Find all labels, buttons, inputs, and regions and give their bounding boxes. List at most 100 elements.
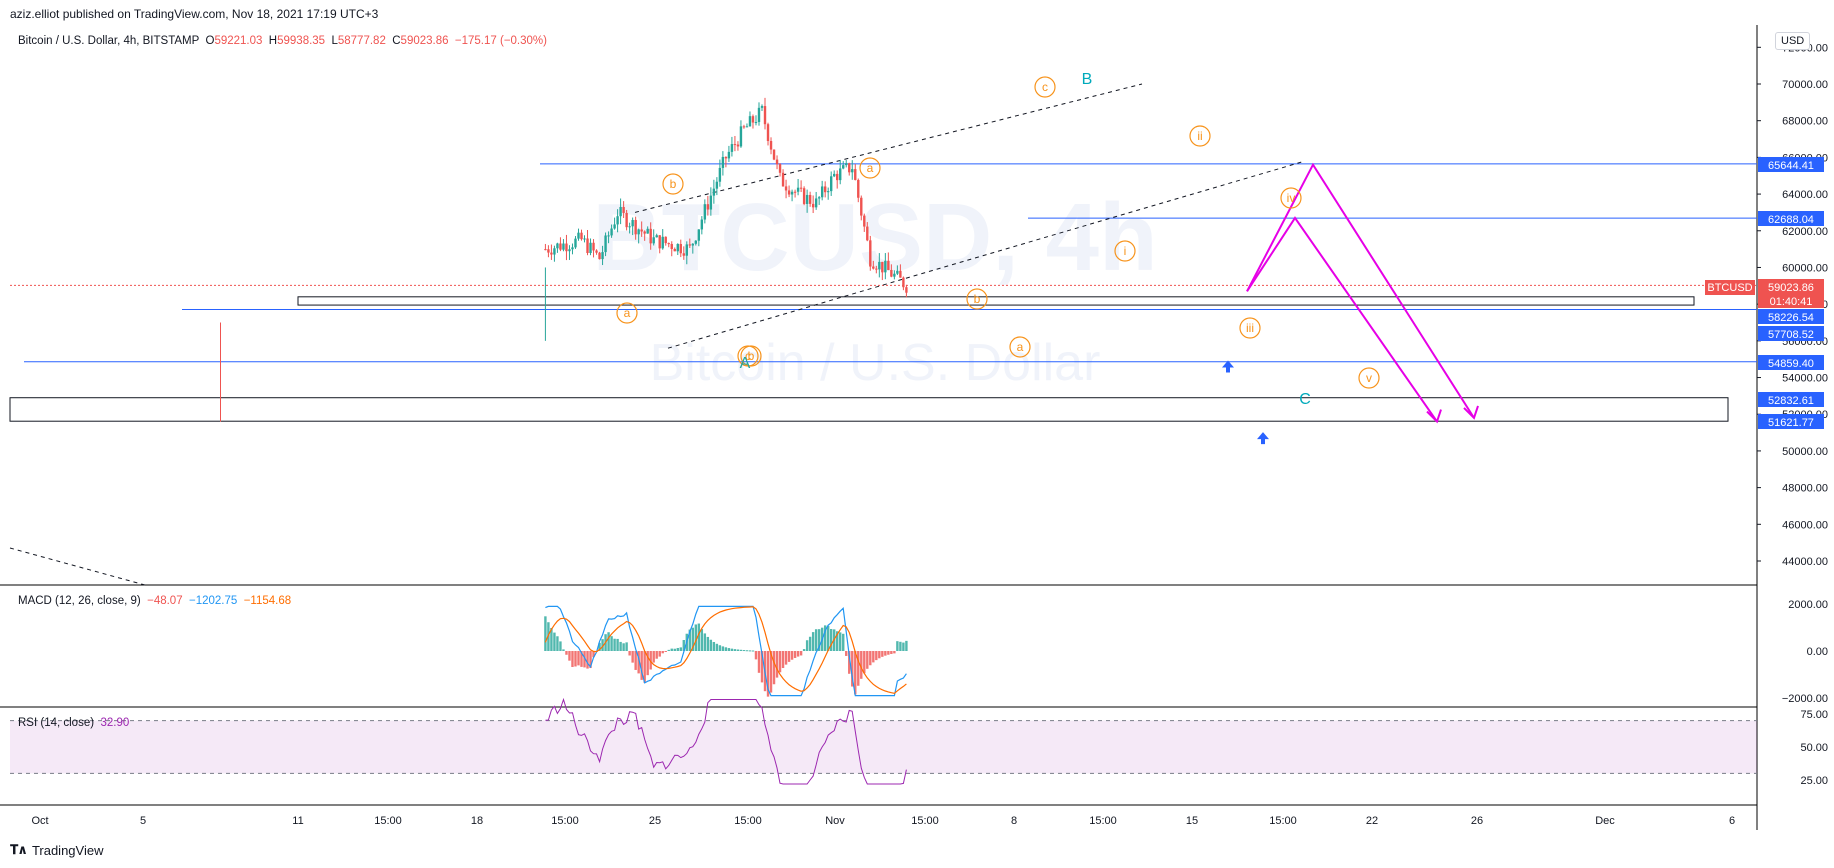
candle-body: [836, 173, 839, 181]
macd-title[interactable]: MACD (12, 26, close, 9): [18, 595, 141, 607]
support-zone-box: [9, 397, 1729, 422]
wave-label-circle: [1280, 187, 1302, 209]
close-label: C: [392, 35, 401, 47]
close-value: 59023.86: [400, 35, 449, 47]
macd-histogram-bar: [766, 651, 770, 697]
macd-histogram-bar: [580, 651, 583, 667]
candle-body: [802, 188, 806, 204]
price-label-box: [1758, 157, 1824, 172]
candle-body: [586, 238, 589, 253]
wave-label-circle: [740, 345, 762, 367]
candle-body: [769, 140, 773, 150]
rsi-title[interactable]: RSI (14, close): [18, 717, 95, 729]
wave-label-circle: [1189, 125, 1211, 147]
macd-histogram-bar: [646, 651, 649, 676]
rsi-y-tick-label: 50.00: [1800, 742, 1828, 754]
arrow-up-icon: [1222, 360, 1234, 373]
price-label-box: [1758, 293, 1824, 308]
symbol-tag: BTCUSD: [1707, 282, 1752, 294]
candlestick-series: [544, 97, 908, 298]
candle-body: [700, 219, 704, 230]
macd-histogram-bar: [655, 651, 658, 659]
candle-body: [781, 172, 785, 187]
candle-body: [751, 116, 755, 123]
macd-histogram-bar: [875, 651, 878, 661]
y-tick-label: 68000.00: [1782, 116, 1828, 128]
footer-brand[interactable]: TradingView: [31, 842, 104, 858]
candle-body: [673, 248, 676, 252]
wave-label-a: a: [624, 306, 631, 320]
candle-body: [553, 248, 556, 255]
candle-body: [706, 204, 710, 210]
tradingview-logo-icon: 𝐓∧: [10, 842, 28, 857]
candle-body: [760, 106, 764, 108]
macd-histogram-bar: [754, 651, 758, 660]
macd-histogram-bar: [802, 649, 806, 651]
candle-body: [878, 261, 881, 270]
wave-label-b: b: [670, 177, 677, 191]
macd-histogram-bar: [757, 651, 761, 673]
macd-histogram-bar: [751, 650, 755, 652]
wave-label-b: b: [748, 349, 755, 363]
macd-histogram-bar: [661, 651, 664, 654]
x-tick-label: 15:00: [734, 815, 762, 827]
candle-body: [580, 232, 583, 240]
candle-body: [556, 243, 559, 249]
macd-histogram-bar: [887, 651, 890, 655]
wave-label-a: a: [867, 161, 874, 175]
macd-histogram-bar: [881, 651, 884, 657]
candle-body: [805, 194, 809, 204]
wave-label-circle: [616, 302, 638, 324]
macd-histogram-bar: [616, 638, 619, 651]
macd-histogram-bar: [848, 651, 851, 674]
macd-histogram-bar: [571, 651, 574, 667]
candle-body: [619, 206, 622, 217]
macd-histogram-bar: [565, 651, 568, 655]
wave-label-circle: [1358, 367, 1380, 389]
symbol-header: Bitcoin / U.S. Dollar, 4h, BITSTAMP O592…: [18, 35, 547, 47]
macd-histogram-bar: [893, 651, 896, 654]
candle-body: [902, 277, 905, 288]
macd-histogram-bar: [784, 651, 788, 665]
candle-body: [625, 212, 628, 228]
macd-histogram-bar: [550, 627, 553, 651]
candle-body: [703, 204, 707, 220]
candle-body: [778, 164, 782, 173]
symbol-name[interactable]: Bitcoin / U.S. Dollar, 4h, BITSTAMP: [18, 35, 200, 47]
candle-body: [820, 186, 824, 198]
projection-arrowhead: [1463, 405, 1479, 420]
candle-body: [610, 228, 613, 236]
x-tick-label: 15: [1186, 815, 1198, 827]
macd-histogram-bar: [730, 648, 734, 651]
macd-histogram-bar: [658, 651, 661, 657]
currency-button[interactable]: USD: [1775, 32, 1811, 50]
macd-histogram-bar: [568, 651, 571, 661]
candle-body: [784, 186, 788, 191]
macd-histogram-bar: [775, 651, 779, 678]
wave-label-circle: [859, 157, 881, 179]
macd-histogram-bar: [769, 651, 773, 693]
macd-histogram-bar: [839, 632, 842, 651]
macd-line: [545, 605, 907, 697]
candle-body: [679, 244, 682, 254]
candle-body: [685, 244, 688, 256]
rsi-line: [545, 697, 907, 785]
candle-body: [550, 252, 553, 255]
candle-body: [739, 126, 743, 147]
macd-histogram-bar: [697, 623, 701, 651]
macd-histogram-bar: [664, 651, 667, 652]
price-label-text: 57708.52: [1768, 329, 1814, 341]
macd-histogram-bar: [619, 641, 622, 651]
x-tick-label: Oct: [31, 815, 48, 827]
wave-label-circle: [1114, 240, 1136, 262]
macd-y-tick-label: 2000.00: [1788, 599, 1828, 611]
macd-histogram-bar: [869, 651, 872, 666]
macd-histogram-bar: [667, 649, 670, 651]
macd-histogram-bar: [688, 629, 691, 651]
macd-histogram-bar: [574, 651, 577, 667]
candle-body: [742, 126, 746, 128]
candle-body: [817, 197, 821, 199]
rsi-header: RSI (14, close) 32.90: [18, 717, 129, 729]
macd-histogram-bar: [772, 651, 776, 685]
